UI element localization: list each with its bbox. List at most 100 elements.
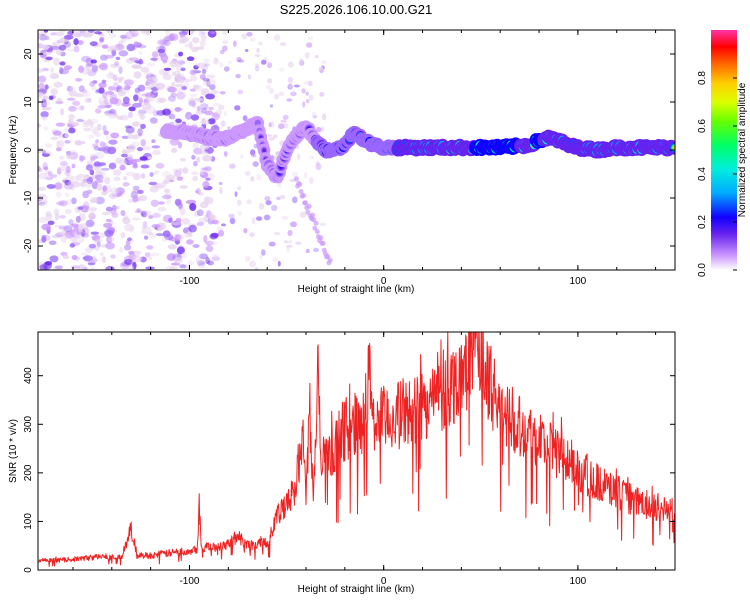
heatmap-cell xyxy=(270,121,275,128)
heatmap-cell xyxy=(172,168,180,172)
heatmap-cell xyxy=(222,40,229,44)
heatmap-cell xyxy=(122,181,129,187)
heatmap-cell xyxy=(193,211,201,217)
heatmap-cell xyxy=(215,109,222,116)
heatmap-cell xyxy=(147,156,153,160)
heatmap-cell xyxy=(217,229,225,237)
heatmap-cell xyxy=(88,168,94,175)
heatmap-cell xyxy=(205,240,214,246)
heatmap-cell xyxy=(54,265,64,270)
heatmap-cell xyxy=(208,241,218,245)
heatmap-cell xyxy=(102,125,107,132)
heatmap-cell xyxy=(252,161,259,168)
heatmap-cell xyxy=(282,114,289,120)
heatmap-cell xyxy=(183,81,190,87)
heatmap-cell xyxy=(132,195,139,203)
heatmap-cell xyxy=(38,32,41,40)
heatmap-cell xyxy=(211,256,220,261)
heatmap-cell xyxy=(98,171,106,176)
heatmap-cell xyxy=(278,123,285,130)
heatmap-cell xyxy=(223,66,230,72)
heatmap-cell xyxy=(79,154,84,163)
heatmap-cell xyxy=(94,179,104,184)
heatmap-cell xyxy=(195,110,204,115)
heatmap-cell xyxy=(279,42,286,47)
heatmap-cell xyxy=(177,60,182,67)
heatmap-cell xyxy=(312,225,318,231)
heatmap-cell xyxy=(118,40,124,47)
heatmap-cell xyxy=(308,80,313,87)
heatmap-cell xyxy=(192,84,200,89)
x-tick-label: 100 xyxy=(570,276,587,287)
heatmap-cell xyxy=(121,102,131,107)
heatmap-cell xyxy=(126,43,136,52)
heatmap-cell xyxy=(195,63,201,67)
heatmap-cell xyxy=(168,113,176,120)
heatmap-cell xyxy=(57,166,67,172)
heatmap-cell xyxy=(51,41,61,49)
heatmap-cell xyxy=(64,209,72,214)
heatmap-cell xyxy=(168,33,175,42)
heatmap-cell xyxy=(141,226,147,230)
heatmap-cell xyxy=(305,209,311,215)
heatmap-cell xyxy=(191,171,199,176)
heatmap-cell xyxy=(206,74,216,79)
heatmap-cell xyxy=(249,37,256,42)
heatmap-cell xyxy=(82,91,91,98)
heatmap-cell xyxy=(188,224,197,233)
heatmap-cell xyxy=(88,243,97,249)
heatmap-cell xyxy=(50,136,59,141)
heatmap-cell xyxy=(85,174,90,179)
heatmap-ridge-cell xyxy=(262,148,266,153)
y-tick-label: 200 xyxy=(23,464,34,481)
heatmap-cell xyxy=(295,241,302,245)
heatmap-cell xyxy=(123,79,134,86)
heatmap-cell xyxy=(193,97,204,102)
heatmap-cell xyxy=(76,119,85,122)
heatmap-cell xyxy=(43,51,52,55)
heatmap-cell xyxy=(177,78,185,84)
heatmap-cell xyxy=(213,57,219,65)
spectrogram-xlabel: Height of straight line (km) xyxy=(298,284,415,295)
heatmap-cell xyxy=(178,31,188,36)
heatmap-cell xyxy=(124,31,135,40)
heatmap-cell xyxy=(310,212,316,218)
heatmap-cell xyxy=(192,142,199,149)
heatmap-cell xyxy=(124,258,133,265)
heatmap-cell xyxy=(83,127,92,132)
heatmap-cell xyxy=(217,104,225,111)
heatmap-cell xyxy=(305,248,310,254)
heatmap-cell xyxy=(123,175,128,181)
heatmap-cell xyxy=(241,33,248,40)
heatmap-cell xyxy=(84,97,92,104)
heatmap-cell xyxy=(157,39,167,46)
heatmap-cell xyxy=(286,245,291,253)
heatmap-cell xyxy=(205,177,211,181)
heatmap-cell xyxy=(64,230,74,239)
heatmap-cell xyxy=(55,49,63,56)
heatmap-cell xyxy=(38,216,48,223)
heatmap-cell xyxy=(42,106,52,111)
heatmap-cell xyxy=(127,264,134,270)
heatmap-cell xyxy=(240,154,244,159)
heatmap-cell xyxy=(309,177,314,184)
heatmap-cell xyxy=(155,162,165,169)
colorbar-tick-label: 0.2 xyxy=(697,215,708,229)
heatmap-cell xyxy=(120,232,126,239)
heatmap-cell xyxy=(138,51,143,55)
y-tick-label: 20 xyxy=(23,48,34,60)
heatmap-cell xyxy=(300,192,306,198)
heatmap-cell xyxy=(176,234,183,242)
heatmap-cell xyxy=(60,108,64,116)
heatmap-cell xyxy=(158,45,166,53)
heatmap-cell xyxy=(254,65,260,72)
heatmap-cell xyxy=(105,136,111,140)
heatmap-cell xyxy=(292,196,298,204)
heatmap-cell xyxy=(132,164,139,169)
colorbar-ticks: 0.0 0.2 0.4 0.6 0.8 xyxy=(697,71,737,277)
heatmap-cell xyxy=(85,181,92,189)
heatmap-cell xyxy=(321,60,327,64)
heatmap-cell xyxy=(165,265,175,270)
heatmap-cell xyxy=(90,118,99,124)
